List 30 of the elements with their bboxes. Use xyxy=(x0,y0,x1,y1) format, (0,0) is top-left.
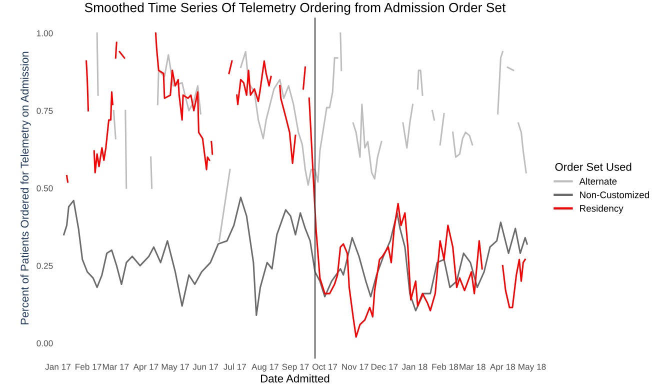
x-tick-label: Apr 18 xyxy=(490,364,515,372)
x-tick-label: Nov 17 xyxy=(342,364,368,370)
x-tick-label: Aug 17 xyxy=(252,364,278,372)
x-tick-label: Feb 18 xyxy=(432,364,458,370)
legend-title: Order Set Used xyxy=(555,162,632,171)
x-tick-label: Mar 17 xyxy=(102,364,129,370)
y-tick-label: 0.25 xyxy=(36,262,53,269)
y-tick-label: 0.50 xyxy=(36,185,53,192)
y-tick-label: 0.00 xyxy=(36,340,53,346)
legend-label: Non-Customized xyxy=(580,191,649,198)
x-tick-label: Jul 17 xyxy=(224,364,246,370)
x-tick-label: Jun 17 xyxy=(192,364,218,370)
legend-label: Residency xyxy=(580,204,624,214)
x-axis-title: Date Admitted xyxy=(260,374,330,383)
x-tick-label: Apr 17 xyxy=(133,364,158,372)
x-tick-label: Mar 18 xyxy=(460,364,486,370)
x-tick-label: Oct 17 xyxy=(312,364,338,370)
x-tick-label: May 17 xyxy=(162,364,189,372)
x-tick-label: Jan 17 xyxy=(45,364,70,370)
y-axis-title: Percent of Patients Ordered for Telemetry on Admission xyxy=(20,52,31,324)
x-tick-label: May 18 xyxy=(518,364,546,372)
line-series xyxy=(63,196,528,316)
x-tick-label: Jan 18 xyxy=(402,364,428,370)
y-tick-label: 0.75 xyxy=(36,108,53,114)
x-tick-label: Sep 17 xyxy=(282,364,309,372)
x-tick-label: Dec 17 xyxy=(371,364,398,370)
y-tick-label: 1.00 xyxy=(37,30,53,36)
legend-label: Alternate xyxy=(579,178,617,185)
chart-title: Smoothed Time Series Of Telemetry Ordering from Admission Order Set xyxy=(84,2,506,15)
x-tick-label: Feb 17 xyxy=(76,364,102,370)
